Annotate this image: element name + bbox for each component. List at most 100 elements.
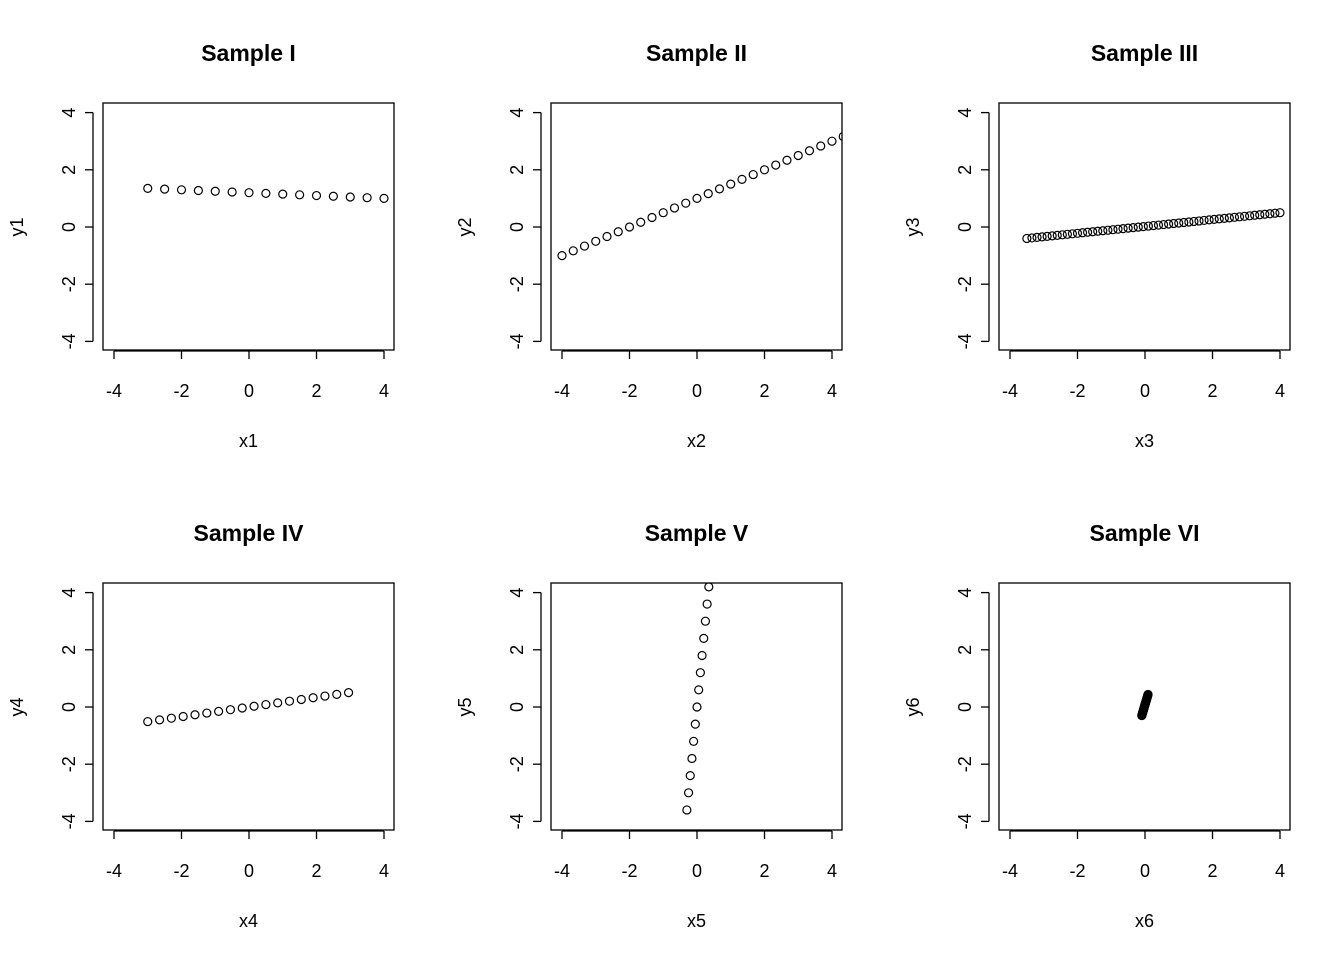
- points: [143, 183, 389, 203]
- x-tick-label: 4: [379, 381, 389, 401]
- data-point: [308, 693, 318, 703]
- data-point: [692, 193, 702, 204]
- y-tick-label: 2: [59, 165, 79, 175]
- data-point: [699, 633, 709, 643]
- data-point: [1174, 218, 1184, 228]
- x-tick-label: 0: [244, 381, 254, 401]
- data-point: [227, 187, 237, 197]
- data-point: [703, 189, 713, 199]
- y-tick-label: -2: [507, 756, 527, 772]
- data-point: [244, 188, 254, 198]
- y-tick-label: 0: [507, 702, 527, 712]
- y-axis-label: y6: [903, 697, 923, 716]
- data-point: [1234, 212, 1245, 222]
- data-point: [1148, 220, 1159, 231]
- data-point: [1250, 210, 1260, 220]
- data-point: [683, 788, 694, 798]
- data-point: [816, 141, 826, 151]
- data-point: [1245, 211, 1255, 221]
- data-point: [1123, 223, 1133, 233]
- data-point: [214, 706, 224, 716]
- data-point: [1118, 224, 1128, 234]
- x-tick-label: 2: [759, 381, 769, 401]
- y-tick-label: 4: [955, 588, 975, 598]
- y-tick-label: 0: [955, 222, 975, 232]
- data-point: [154, 715, 165, 725]
- x-tick-label: -2: [173, 861, 189, 881]
- panel-6: Sample VI x6 y6 -4 -2 0 2 4 -4 -2 0 2 4: [903, 520, 1291, 931]
- data-point: [681, 198, 691, 208]
- data-point: [1088, 227, 1098, 237]
- panel-4: Sample IV x4 y4 -4 -2 0 2 4 -4 -2 0 2 4: [7, 520, 395, 931]
- data-point: [1199, 215, 1209, 226]
- data-point: [700, 616, 711, 626]
- data-point: [225, 705, 236, 715]
- data-point: [1083, 227, 1093, 237]
- y-tick-label: -2: [59, 756, 79, 772]
- y-tick-label: 0: [59, 702, 79, 712]
- y-tick-label: 2: [955, 645, 975, 655]
- x-tick-label: 2: [1207, 381, 1217, 401]
- y-tick-label: 2: [955, 165, 975, 175]
- data-point: [689, 736, 699, 746]
- x-tick-label: 4: [379, 861, 389, 881]
- data-point: [1184, 217, 1194, 227]
- x-axis-label: x4: [239, 911, 258, 931]
- data-point: [1077, 228, 1088, 238]
- y-axis-label: y4: [7, 697, 27, 716]
- y-axis-label: y1: [7, 217, 27, 236]
- data-point: [697, 650, 707, 661]
- x-tick-label: 2: [311, 861, 321, 881]
- data-point: [178, 711, 188, 722]
- y-tick-label: -4: [59, 333, 79, 349]
- panel-3: Sample III x3 y3 -4 -2 0 2 4 -4 -2 0 2 4: [903, 40, 1291, 451]
- data-point: [1032, 232, 1042, 243]
- y-tick-label: 4: [59, 108, 79, 118]
- points: [1137, 689, 1153, 721]
- x-tick-label: -4: [554, 381, 570, 401]
- x-tick-label: -4: [106, 381, 122, 401]
- y-tick-label: 4: [507, 588, 527, 598]
- data-point: [1158, 219, 1169, 230]
- data-point: [1179, 217, 1189, 228]
- data-point: [692, 702, 702, 712]
- data-point: [557, 251, 567, 261]
- data-point: [328, 191, 338, 201]
- data-point: [694, 685, 704, 695]
- data-point: [771, 160, 781, 170]
- data-point: [636, 217, 646, 227]
- x-tick-label: -4: [106, 861, 122, 881]
- data-point: [714, 184, 725, 194]
- data-point: [1042, 231, 1052, 241]
- plot-frame: [102, 102, 395, 351]
- data-point: [804, 146, 815, 156]
- x-tick-label: 0: [244, 861, 254, 881]
- data-point: [1113, 224, 1123, 234]
- data-point: [1047, 231, 1057, 241]
- data-point: [685, 771, 695, 781]
- data-point: [793, 150, 803, 161]
- data-point: [143, 183, 153, 193]
- data-point: [1128, 223, 1138, 233]
- data-point: [1239, 211, 1250, 221]
- data-point: [1098, 226, 1108, 236]
- data-point: [193, 185, 203, 196]
- x-tick-label: 4: [827, 381, 837, 401]
- x-axis-label: x1: [239, 431, 258, 451]
- data-point: [1103, 225, 1113, 235]
- data-point: [273, 698, 283, 708]
- data-point: [1229, 212, 1240, 222]
- y-tick-label: -4: [507, 813, 527, 829]
- data-point: [210, 186, 220, 196]
- y-tick-label: -2: [59, 276, 79, 292]
- data-point: [1143, 689, 1153, 700]
- data-point: [602, 231, 612, 242]
- data-point: [1037, 232, 1047, 242]
- x-tick-label: -4: [1002, 381, 1018, 401]
- data-point: [647, 212, 657, 223]
- data-point: [1275, 208, 1285, 218]
- data-point: [704, 583, 714, 592]
- data-point: [591, 236, 601, 246]
- x-axis-label: x6: [1135, 911, 1154, 931]
